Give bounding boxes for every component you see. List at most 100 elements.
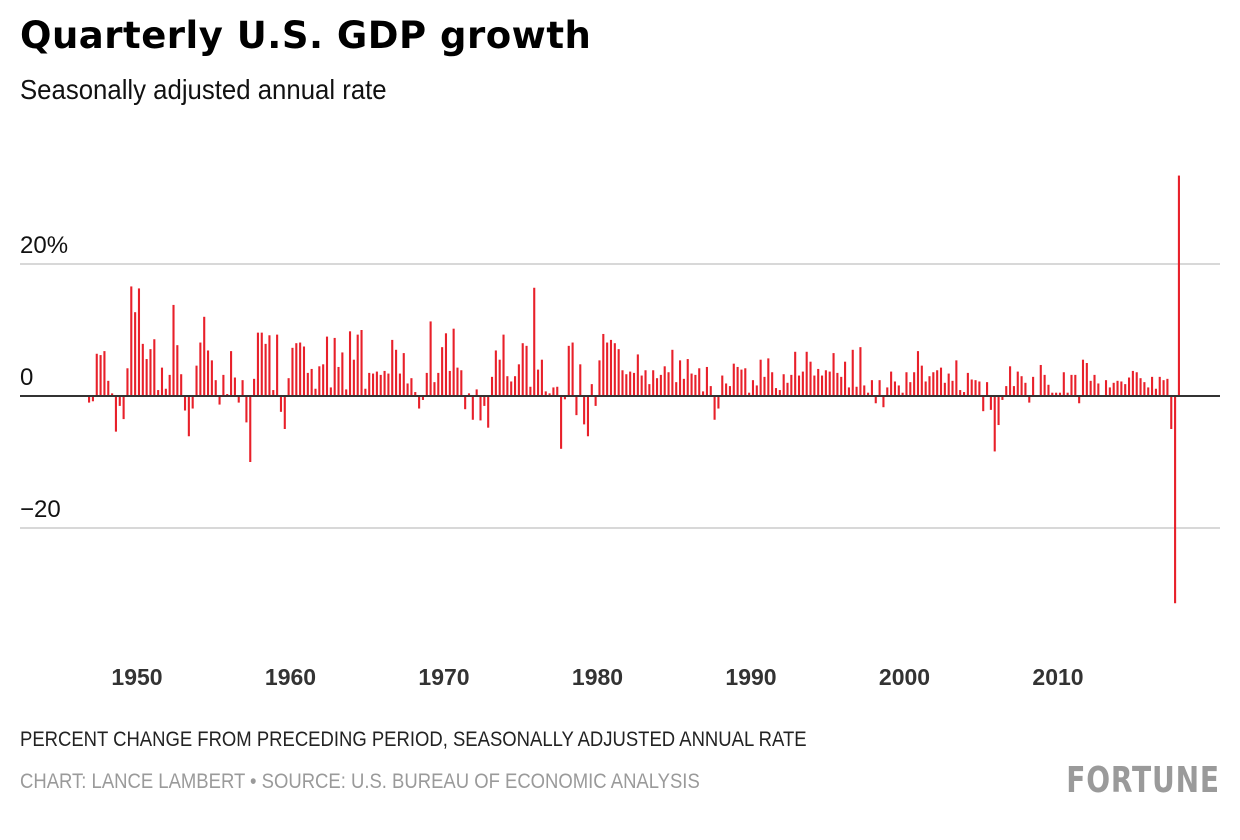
bar	[989, 396, 992, 410]
bar	[437, 372, 440, 396]
bar	[847, 387, 850, 396]
bar	[782, 374, 785, 396]
bars	[88, 175, 1180, 604]
bar	[1028, 396, 1031, 403]
bar	[210, 360, 213, 396]
bar	[122, 396, 125, 420]
bar	[1108, 387, 1111, 396]
bar	[644, 370, 647, 396]
bar	[851, 349, 854, 396]
bar	[260, 332, 263, 396]
bar	[962, 392, 966, 396]
bar	[1143, 382, 1146, 396]
bar	[279, 396, 283, 412]
bar	[1112, 382, 1115, 396]
bar	[679, 360, 682, 396]
bar	[425, 372, 428, 396]
bar	[978, 381, 981, 396]
bar	[418, 396, 421, 409]
bar	[375, 371, 378, 396]
bar	[736, 366, 739, 396]
x-tick-label: 1950	[111, 664, 162, 690]
bar	[544, 391, 547, 396]
bar	[893, 381, 897, 396]
bar	[291, 347, 294, 396]
bar	[1089, 380, 1092, 396]
bar	[832, 353, 835, 396]
bar	[414, 392, 417, 396]
bar	[172, 304, 175, 396]
bar	[728, 386, 731, 396]
bar	[1070, 374, 1073, 396]
bar	[360, 330, 363, 396]
bar	[203, 316, 206, 396]
bar	[1174, 396, 1177, 604]
bar	[333, 337, 336, 396]
x-tick-label: 1990	[725, 664, 776, 690]
bar	[1074, 374, 1077, 396]
bar	[655, 378, 659, 396]
bar	[1104, 380, 1108, 396]
bar	[556, 386, 559, 396]
bar	[345, 389, 348, 396]
bar	[276, 334, 279, 396]
bar	[748, 392, 751, 396]
bar	[107, 380, 110, 396]
bar	[1154, 388, 1157, 396]
bar	[663, 366, 666, 396]
bar	[959, 390, 962, 396]
bar	[510, 381, 513, 396]
bar	[218, 396, 221, 405]
bar	[920, 365, 923, 396]
bar	[886, 387, 889, 396]
bar	[751, 380, 755, 396]
bar	[206, 350, 210, 396]
bar	[295, 343, 298, 396]
bar	[256, 332, 259, 396]
bar	[180, 374, 183, 396]
bar	[1047, 384, 1050, 396]
bar	[460, 370, 463, 396]
bar	[1158, 376, 1161, 396]
bar	[602, 333, 605, 396]
bar	[932, 372, 935, 396]
x-tick-label: 1980	[572, 664, 623, 690]
bar	[732, 363, 735, 396]
bar	[682, 378, 685, 396]
bar	[1135, 372, 1138, 396]
chart-subtitle: Seasonally adjusted annual rate	[20, 74, 387, 105]
bar	[801, 371, 804, 396]
bar	[560, 396, 563, 449]
bar	[870, 380, 873, 396]
bar	[91, 396, 94, 402]
bar	[563, 396, 566, 400]
x-tick-label: 2010	[1032, 664, 1083, 690]
bar	[299, 342, 302, 396]
bar	[939, 367, 943, 396]
bar	[318, 366, 321, 396]
bar	[264, 343, 267, 396]
bar	[936, 370, 939, 396]
bar	[778, 390, 781, 396]
bar	[855, 386, 858, 396]
bar	[820, 375, 824, 396]
bar	[498, 359, 501, 396]
bar	[329, 387, 332, 396]
bar	[548, 393, 551, 396]
bar	[471, 396, 474, 420]
bar	[974, 380, 977, 396]
bar	[1147, 387, 1150, 396]
bar	[406, 383, 409, 396]
bar	[579, 364, 582, 396]
bar	[391, 339, 394, 396]
bar	[441, 347, 444, 396]
bar	[817, 368, 820, 396]
bar	[997, 396, 1000, 426]
bar	[813, 375, 816, 396]
bar	[836, 372, 839, 396]
bar	[1016, 371, 1019, 396]
bar	[625, 374, 628, 396]
bar	[1139, 378, 1142, 396]
bar	[475, 389, 478, 396]
bar	[840, 376, 843, 396]
